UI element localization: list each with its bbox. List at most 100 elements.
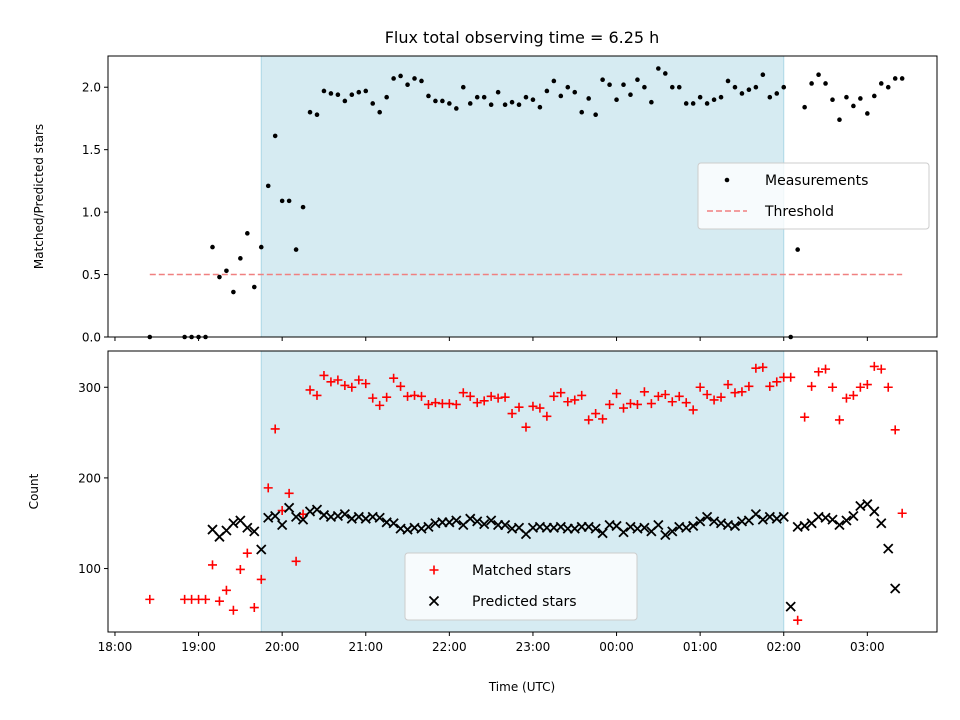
data-point [828,382,838,392]
data-point [667,526,678,537]
series-predicted-stars [207,499,901,612]
data-point [753,84,759,90]
data-point [311,504,323,515]
data-point [377,109,382,115]
data-point [821,364,831,374]
x-axis-label: Time (UTC) [488,680,555,694]
data-point [869,361,879,371]
data-point [774,91,780,96]
data-point [251,284,257,290]
data-point [737,387,747,397]
data-point [426,93,431,99]
data-point [690,101,696,106]
data-point [653,391,663,401]
legend-box [697,162,930,230]
data-point [354,375,364,385]
data-point [897,508,907,518]
data-point [750,509,762,520]
data-point [732,84,738,90]
data-point [746,87,752,93]
data-point [892,76,898,81]
data-point [493,393,503,403]
data-point [433,98,438,104]
data-point [739,91,745,96]
data-point [228,605,238,615]
data-point [786,372,796,382]
bottom-panel: 100 200 300 18:00 19:00 20:00 21:00 22:00 23:00 0… [27,350,938,654]
data-point [899,76,905,81]
data-point [834,415,844,425]
data-point [410,390,420,400]
data-point [697,94,703,100]
data-point [711,97,717,103]
data-point [349,92,355,98]
data-point [235,564,245,574]
data-point [876,518,887,529]
y-tick-label: 300 [78,381,101,395]
data-point [590,523,601,534]
data-point [361,379,371,389]
data-point [249,603,259,613]
data-point [878,81,884,86]
data-point [314,112,320,117]
data-point [883,543,894,554]
data-point [263,483,273,493]
data-point [621,82,626,88]
data-point [549,391,559,401]
data-point [326,377,336,387]
data-point [890,425,900,435]
data-point [730,388,740,398]
data-point [607,82,612,88]
data-point [145,594,155,604]
data-point [565,84,571,90]
data-point [319,370,329,380]
data-point [639,387,649,397]
data-point [591,409,601,419]
data-point [300,204,306,210]
data-point [890,583,901,594]
data-point [488,102,494,108]
data-point [816,72,821,78]
data-point [305,385,315,395]
data-point [598,414,608,424]
data-point [669,84,675,90]
data-point [472,516,483,527]
data-point [286,198,292,204]
data-point [495,89,501,95]
data-point [514,402,524,412]
data-point [363,88,369,94]
data-point [799,520,810,532]
data-point [451,515,462,526]
x-tick-label: 03:00 [850,640,885,654]
data-point [572,89,578,95]
data-point [201,594,211,604]
data-point [646,399,656,409]
data-point [765,381,775,391]
data-point [628,92,633,98]
data-point [830,97,835,103]
data-point [841,515,852,526]
data-point [451,399,461,409]
legend-marker [724,177,730,183]
data-point [481,94,487,100]
data-point [667,397,677,407]
data-point [716,392,726,402]
data-point [793,615,803,625]
data-point [272,133,278,139]
legend-label: Matched stars [472,563,571,579]
data-point [368,393,378,403]
data-point [865,111,870,116]
data-point [729,520,741,532]
data-point [695,516,706,527]
data-point [444,399,454,409]
data-point [535,403,545,413]
data-point [391,76,396,81]
data-point [388,518,399,529]
data-point [869,506,880,517]
data-point [725,78,731,84]
data-point [340,380,350,390]
data-point [618,527,629,538]
x-tick-label: 00:00 [599,640,634,654]
data-point [479,396,489,406]
